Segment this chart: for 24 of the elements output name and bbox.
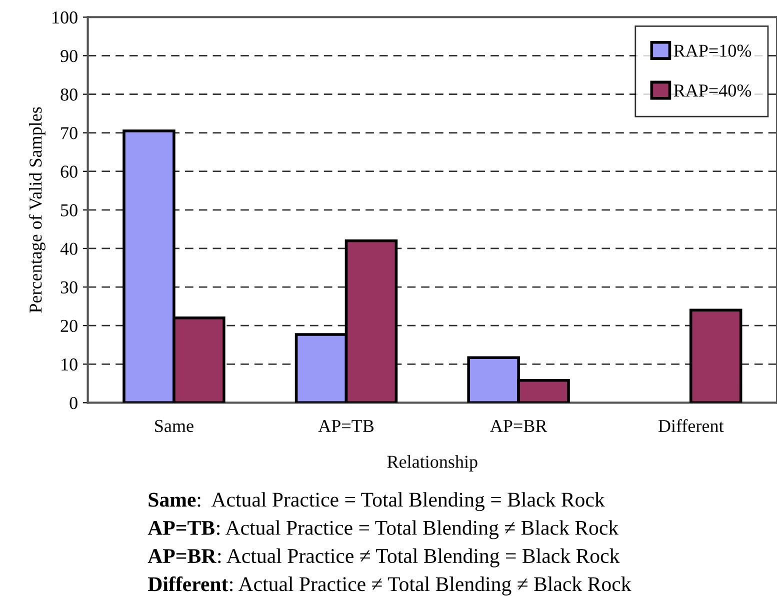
x-axis-title: Relationship <box>387 455 478 472</box>
y-tick-label: 50 <box>61 204 78 216</box>
x-tick-label: Same <box>155 420 194 432</box>
bar <box>689 308 742 403</box>
y-tick-label: 10 <box>62 358 78 371</box>
legend-label: RAP=10% <box>674 44 752 57</box>
x-tick-label: Different <box>658 419 724 432</box>
legend-label: RAP=40% <box>674 84 752 97</box>
y-tick-label: 100 <box>52 11 78 24</box>
x-tick-label: AP=TB <box>318 420 374 432</box>
text: Same: Actual Practice = Total Blending = Black Rock <box>148 492 605 512</box>
y-tick-label: 20 <box>60 320 78 332</box>
y-tick-label: 90 <box>60 50 78 62</box>
x-tick-label: AP=BR <box>490 420 548 432</box>
y-axis-title: Percentage of Valid Samples <box>28 107 46 313</box>
text: AP=BR: Actual Practice ≠ Total Blending = Black Rock <box>148 548 620 568</box>
text: AP=TB: Actual Practice = Total Blending ≠ Black Rock <box>148 520 619 540</box>
y-tick-label: 30 <box>60 281 78 294</box>
text: Different: Actual Practice ≠ Total Blending ≠ Black Rock <box>148 576 632 596</box>
y-tick-label: 0 <box>70 396 78 410</box>
y-tick-label: 40 <box>60 242 78 255</box>
y-tick-label: 80 <box>60 88 78 101</box>
y-tick-label: 70 <box>61 127 78 140</box>
y-tick-label: 60 <box>60 166 78 178</box>
